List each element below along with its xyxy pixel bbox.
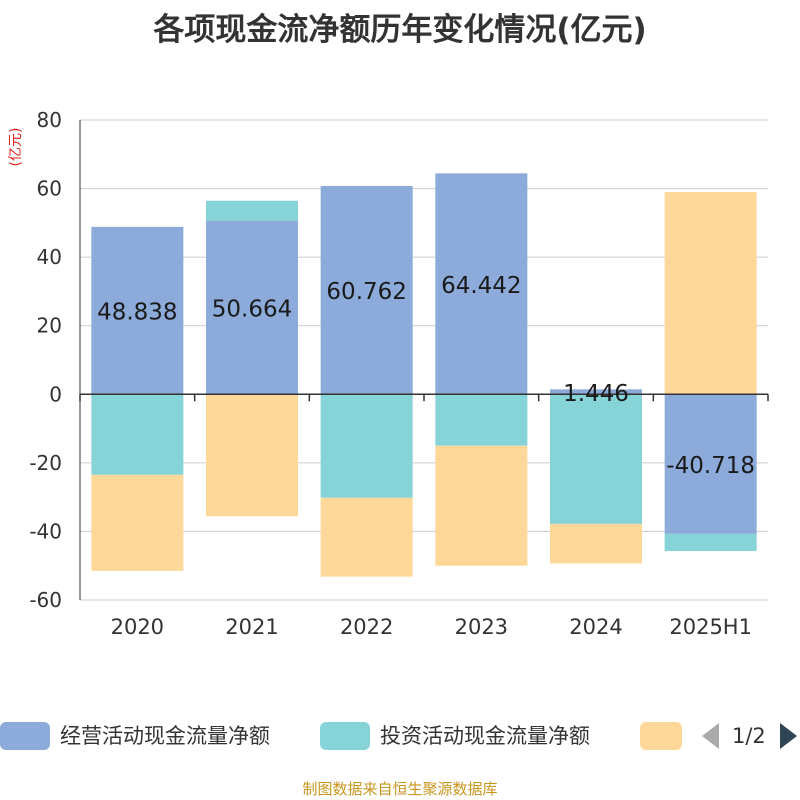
bar-s1-2023 — [435, 394, 528, 446]
data-label: -40.718 — [666, 453, 755, 479]
legend: 经营活动现金流量净额 投资活动现金流量净额 1/2 — [0, 716, 800, 756]
chart-plot: 80 60 40 20 0 -20 -40 -60 (亿元) 48.838 50.664 60.762… — [8, 108, 769, 639]
data-label: 64.442 — [441, 273, 521, 299]
bar-s1-2022 — [320, 394, 413, 498]
y-axis-title: (亿元) — [8, 128, 24, 167]
data-label: 60.762 — [326, 279, 406, 305]
data-label: 48.838 — [97, 300, 177, 326]
bar-s2-2023 — [435, 445, 528, 566]
bar-s2-2021 — [206, 394, 298, 517]
legend-prev-icon[interactable] — [702, 723, 719, 749]
x-tick-label: 2021 — [225, 615, 278, 639]
y-tick-label: 60 — [37, 177, 62, 201]
bar-s0-2023 — [435, 173, 528, 395]
bar-s0-2025H1 — [664, 394, 757, 534]
legend-page-indicator: 1/2 — [732, 724, 766, 748]
y-tick-label: 20 — [37, 314, 62, 338]
bar-s1-2021 — [206, 200, 298, 221]
x-tick-label: 2020 — [111, 615, 164, 639]
legend-pager: 1/2 — [700, 720, 800, 752]
bar-s2-2022 — [320, 497, 413, 577]
y-tick-label: 80 — [37, 108, 62, 132]
bar-s2-2020 — [91, 474, 184, 571]
data-label: 1.446 — [563, 381, 629, 407]
bar-s2-2024 — [550, 523, 642, 564]
y-tick-label: -60 — [29, 588, 62, 612]
bar-s2-2025H1 — [664, 192, 757, 395]
y-tick-label: -20 — [29, 451, 62, 475]
bar-s1-2024 — [550, 394, 642, 524]
legend-next-icon[interactable] — [780, 723, 797, 749]
bar-s0-2021 — [206, 220, 298, 395]
chart-title: 各项现金流净额历年变化情况(亿元) — [153, 12, 647, 48]
bar-s1-2025H1 — [664, 533, 757, 552]
legend-swatch-investing — [320, 722, 370, 750]
y-tick-label: 0 — [49, 382, 62, 406]
y-tick-label: 40 — [37, 245, 62, 269]
data-label: 50.664 — [212, 296, 292, 322]
bar-s0-2022 — [320, 185, 413, 395]
x-tick-label: 2025H1 — [669, 615, 752, 639]
bar-s1-2020 — [91, 394, 184, 475]
legend-label-investing: 投资活动现金流量净额 — [380, 724, 590, 748]
legend-swatch-third — [640, 722, 682, 750]
y-tick-label: -40 — [29, 519, 62, 543]
x-tick-label: 2023 — [455, 615, 508, 639]
x-tick-label: 2024 — [569, 615, 622, 639]
bar-s0-2020 — [91, 226, 184, 395]
bar-s0-2024 — [550, 389, 642, 395]
source-note: 制图数据来自恒生聚源数据库 — [302, 780, 498, 798]
legend-swatch-operating — [0, 722, 50, 750]
x-tick-label: 2022 — [340, 615, 393, 639]
legend-label-operating: 经营活动现金流量净额 — [60, 724, 270, 748]
